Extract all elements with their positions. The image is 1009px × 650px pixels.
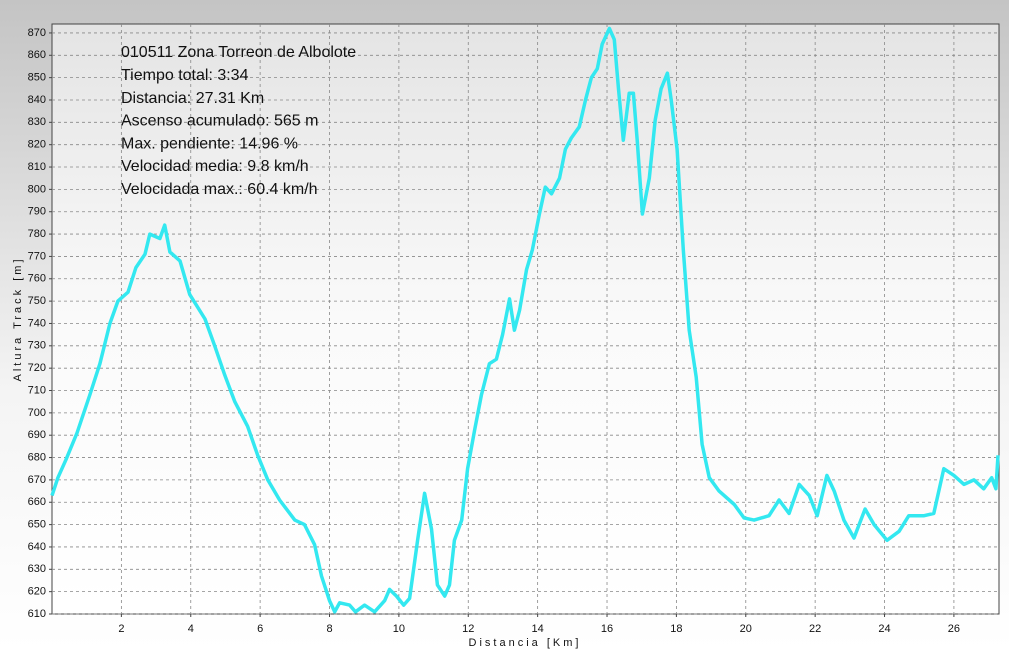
x-tick-label: 10 xyxy=(393,623,405,635)
x-tick-label: 2 xyxy=(118,623,124,635)
x-tick-label: 22 xyxy=(809,623,821,635)
annotation: Distancia: 27.31 Km xyxy=(121,90,264,107)
y-tick-label: 640 xyxy=(28,541,46,553)
x-tick-label: 12 xyxy=(462,623,474,635)
annotation: Max. pendiente: 14.96 % xyxy=(121,135,298,152)
x-tick-label: 26 xyxy=(948,623,960,635)
x-tick-label: 4 xyxy=(188,623,194,635)
x-tick-label: 16 xyxy=(601,623,613,635)
y-tick-label: 710 xyxy=(28,384,46,396)
y-tick-label: 650 xyxy=(28,519,46,531)
y-tick-label: 690 xyxy=(28,429,46,441)
y-axis-label: Altura Track [m] xyxy=(12,256,24,381)
annotation: 010511 Zona Torreon de Albolote xyxy=(121,44,356,61)
y-tick-label: 770 xyxy=(28,250,46,262)
x-tick-label: 14 xyxy=(532,623,544,635)
annotation: Tiempo total: 3:34 xyxy=(121,67,249,84)
y-tick-label: 680 xyxy=(28,451,46,463)
y-tick-label: 850 xyxy=(28,72,46,84)
y-tick-label: 730 xyxy=(28,340,46,352)
y-tick-label: 830 xyxy=(28,116,46,128)
y-tick-label: 620 xyxy=(28,586,46,598)
x-tick-label: 24 xyxy=(878,623,890,635)
y-tick-label: 750 xyxy=(28,295,46,307)
y-tick-label: 610 xyxy=(28,608,46,620)
y-tick-label: 810 xyxy=(28,161,46,173)
y-tick-label: 790 xyxy=(28,206,46,218)
y-tick-label: 840 xyxy=(28,94,46,106)
annotation: Velocidad media: 9.8 km/h xyxy=(121,158,309,175)
annotation: Velocidada max.: 60.4 km/h xyxy=(121,181,318,198)
y-tick-label: 780 xyxy=(28,228,46,240)
y-tick-label: 760 xyxy=(28,273,46,285)
x-tick-label: 20 xyxy=(740,623,752,635)
y-tick-label: 820 xyxy=(28,139,46,151)
y-tick-label: 860 xyxy=(28,49,46,61)
x-axis-label: Distancia [Km] xyxy=(469,637,582,649)
y-tick-label: 720 xyxy=(28,362,46,374)
y-tick-label: 740 xyxy=(28,317,46,329)
x-tick-label: 18 xyxy=(670,623,682,635)
elevation-line xyxy=(50,26,1000,614)
y-tick-label: 800 xyxy=(28,183,46,195)
y-tick-label: 700 xyxy=(28,407,46,419)
y-tick-label: 660 xyxy=(28,496,46,508)
x-tick-label: 8 xyxy=(326,623,332,635)
annotation: Ascenso acumulado: 565 m xyxy=(121,113,318,130)
y-tick-label: 630 xyxy=(28,563,46,575)
x-tick-label: 6 xyxy=(257,623,263,635)
y-tick-label: 670 xyxy=(28,474,46,486)
y-tick-label: 870 xyxy=(28,27,46,39)
